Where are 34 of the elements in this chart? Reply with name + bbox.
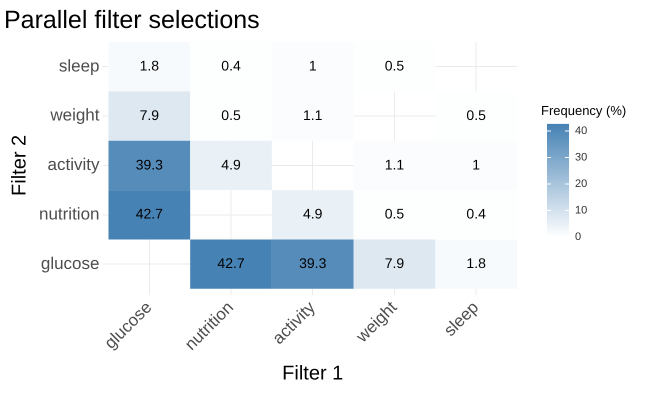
y-tick-label: weight: [49, 106, 100, 125]
data-label: 0.5: [466, 106, 486, 123]
color-bar-label: 10: [575, 204, 588, 217]
color-bar-title: Frequency (%): [541, 102, 626, 118]
data-label: 0.4: [466, 206, 486, 222]
data-label: 1.8: [466, 254, 486, 271]
color-bar-label: 30: [575, 152, 588, 164]
data-label: 1: [472, 156, 480, 172]
data-label: 42.7: [136, 206, 164, 222]
data-label: 1.8: [140, 58, 160, 74]
color-bar-label: 0: [575, 231, 582, 244]
y-tick-label: glucose: [40, 254, 100, 273]
chart-title: Parallel filter selections: [4, 6, 260, 34]
data-label: 39.3: [299, 254, 327, 271]
y-axis-title: Filter 2: [8, 134, 31, 196]
y-tick-label: sleep: [58, 56, 100, 76]
data-label: 4.9: [221, 156, 241, 172]
color-bar-label: 40: [575, 125, 588, 138]
data-label: 42.7: [217, 254, 245, 271]
data-label: 1.1: [303, 106, 323, 123]
data-label: 4.9: [303, 206, 323, 222]
y-tick-label: activity: [48, 155, 100, 174]
data-label: 1: [308, 58, 317, 74]
y-tick-label: nutrition: [38, 204, 100, 224]
data-label: 0.5: [384, 58, 404, 74]
data-label: 0.5: [221, 106, 241, 123]
color-bar-label: 20: [575, 178, 588, 190]
data-label: 1.1: [384, 156, 404, 172]
data-label: 7.9: [384, 254, 404, 271]
x-axis-title: Filter 1: [282, 362, 344, 385]
data-label: 39.3: [136, 156, 164, 172]
data-label: 0.5: [384, 206, 404, 222]
data-label: 7.9: [140, 106, 160, 123]
data-label: 0.4: [221, 58, 241, 74]
